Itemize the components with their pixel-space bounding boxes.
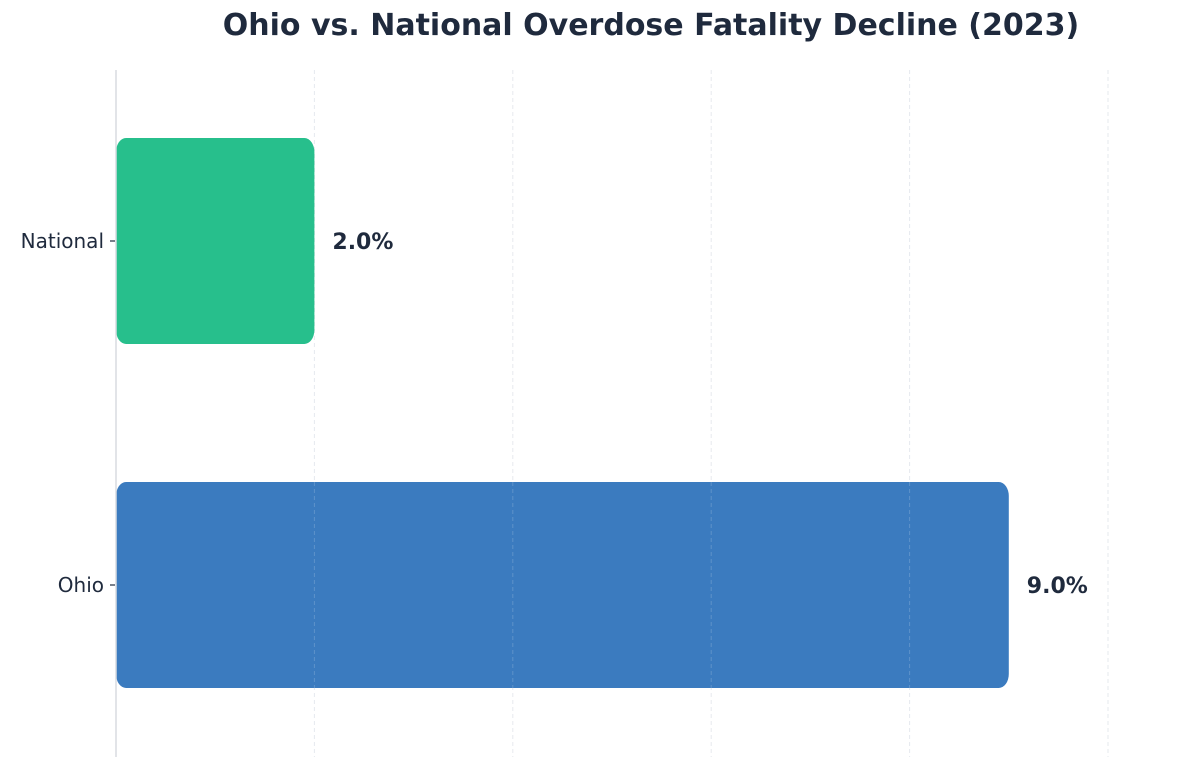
value-labels: 2.0% 9.0% bbox=[332, 230, 1087, 599]
chart-title: Ohio vs. National Overdose Fatality Decl… bbox=[223, 8, 1079, 43]
value-label: 2.0% bbox=[332, 230, 393, 255]
value-label: 9.0% bbox=[1027, 574, 1088, 599]
y-tick-label: Ohio bbox=[58, 573, 104, 597]
bars bbox=[116, 138, 1009, 688]
bar-national bbox=[116, 138, 315, 344]
y-tick-label: National bbox=[21, 229, 104, 253]
grid-lines-overlay bbox=[313, 482, 911, 688]
bar-ohio bbox=[116, 482, 1009, 688]
y-axis-ticks: National Ohio bbox=[21, 229, 115, 597]
